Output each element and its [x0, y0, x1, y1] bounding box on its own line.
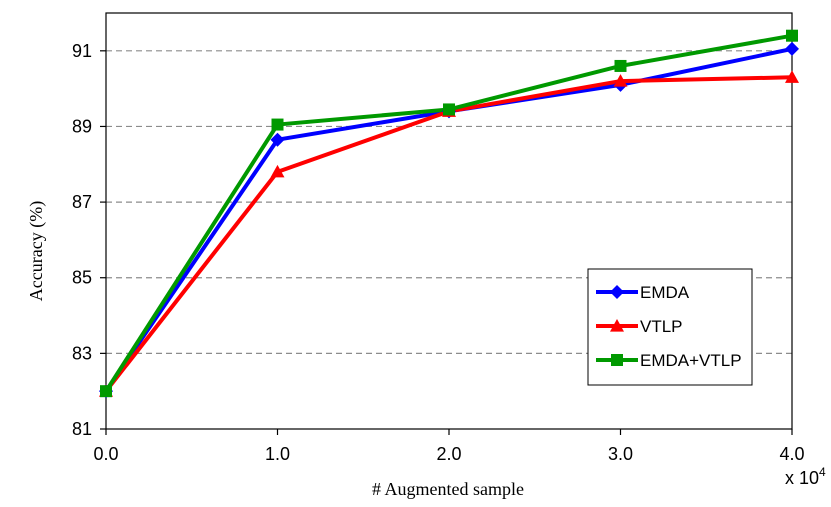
diamond-marker	[610, 285, 624, 299]
x-axis-multiplier: x 104	[785, 465, 826, 488]
square-marker	[100, 385, 112, 398]
x-tick-label: 3.0	[608, 444, 633, 464]
diamond-marker	[270, 132, 285, 147]
square-marker	[786, 29, 798, 42]
legend-label: EMDA	[640, 283, 690, 302]
square-marker	[443, 103, 455, 116]
square-marker	[271, 118, 284, 131]
series-markers	[99, 29, 799, 399]
y-tick-label: 91	[72, 41, 92, 61]
y-tick-label: 81	[72, 419, 92, 439]
axes: 81 83 85 87 89 91 0.0 1.0 2.0 3.0 4.0	[72, 12, 805, 464]
triangle-marker	[785, 70, 799, 83]
x-axis-multiplier-exponent: 4	[819, 465, 826, 479]
y-tick-label: 83	[72, 343, 92, 363]
y-tick-label: 85	[72, 268, 92, 288]
x-tick-label: 2.0	[436, 444, 461, 464]
x-axis-multiplier-base: x 10	[785, 468, 819, 488]
square-marker	[611, 354, 623, 366]
x-tick-label: 0.0	[93, 444, 118, 464]
triangle-marker	[613, 74, 628, 87]
y-axis-title: Accuracy (%)	[26, 201, 47, 301]
triangle-marker	[270, 164, 285, 178]
x-tick-label: 4.0	[779, 444, 804, 464]
diamond-marker	[785, 41, 799, 56]
y-tick-label: 89	[72, 116, 92, 136]
x-tick-label: 1.0	[265, 444, 290, 464]
legend-label: EMDA+VTLP	[640, 351, 742, 370]
legend-label: VTLP	[640, 317, 683, 336]
y-tick-label: 87	[72, 192, 92, 212]
triangle-marker	[610, 319, 624, 332]
legend: EMDA VTLP EMDA+VTLP	[587, 268, 753, 386]
square-marker	[614, 59, 627, 72]
x-axis-title: # Augmented sample	[372, 479, 524, 499]
